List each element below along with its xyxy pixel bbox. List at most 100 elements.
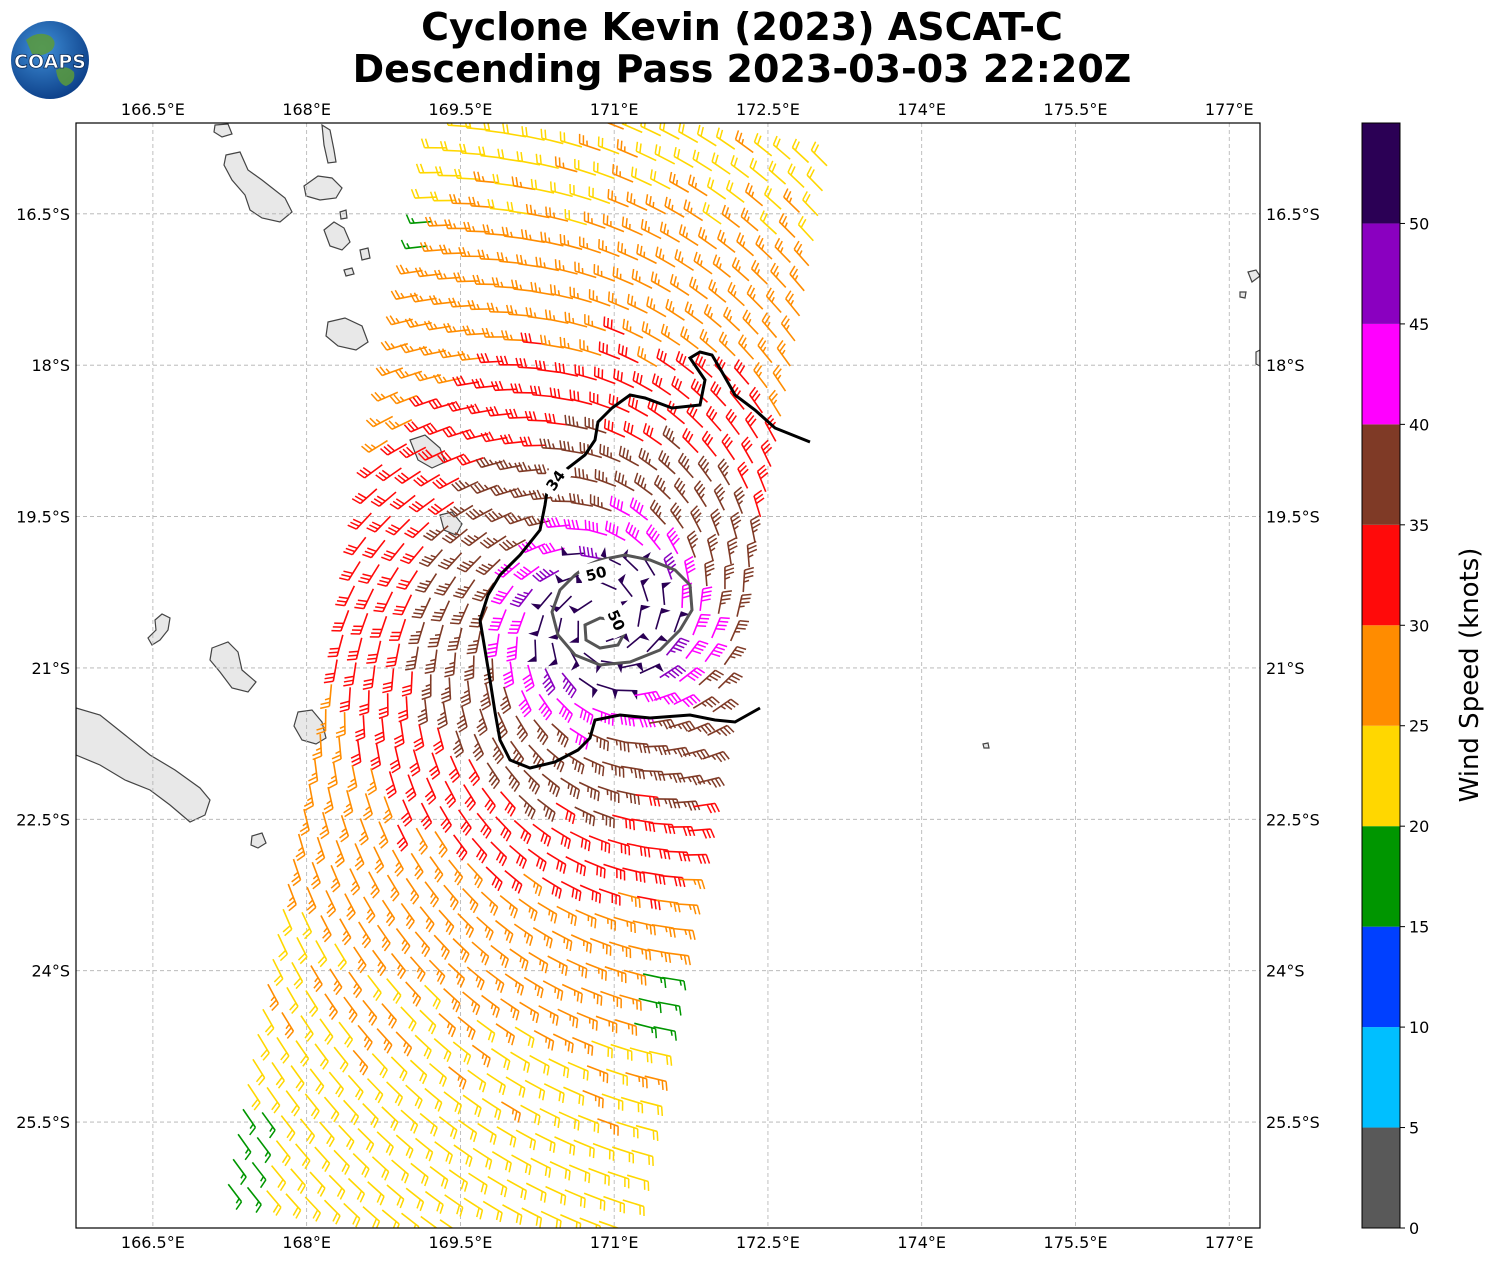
- lat-tick-label-left: 25.5°S: [16, 1113, 70, 1132]
- wind-barb: [673, 477, 689, 504]
- wind-barb: [419, 241, 447, 252]
- wind-barb: [362, 999, 378, 1026]
- wind-barb: [712, 698, 739, 713]
- wind-barb: [482, 1200, 503, 1223]
- wind-barb: [699, 328, 718, 353]
- wind-barb: [438, 1116, 458, 1140]
- wind-barb: [305, 990, 319, 1018]
- wind-barb: [395, 264, 423, 275]
- wind-barb: [522, 664, 535, 693]
- wind-barb: [509, 948, 529, 971]
- wind-barb: [385, 643, 401, 668]
- colorbar-tick-label: 0: [1409, 1219, 1419, 1238]
- wind-barb: [452, 730, 465, 758]
- wind-barb: [414, 267, 442, 278]
- wind-barb: [488, 609, 507, 631]
- wind-barb: [559, 440, 584, 455]
- wind-barb: [607, 838, 631, 856]
- wind-barb: [343, 789, 354, 818]
- wind-barb: [339, 561, 361, 581]
- wind-barb: [770, 262, 787, 289]
- wind-barb: [656, 348, 676, 371]
- wind-barb: [516, 151, 541, 166]
- wind-barb: [373, 591, 394, 613]
- wind-barb: [449, 603, 470, 625]
- lat-tick-label-right: 18°S: [1266, 356, 1305, 375]
- wind-barb: [588, 186, 611, 205]
- wind-barb: [810, 141, 828, 167]
- wind-barb: [373, 846, 385, 874]
- colorbar-bin: [1362, 926, 1400, 1028]
- wind-barb: [579, 884, 602, 904]
- wind-barb: [362, 539, 386, 559]
- colorbar-tick-label: 5: [1409, 1119, 1419, 1138]
- wind-barb: [423, 320, 451, 331]
- wind-barb: [506, 636, 518, 662]
- wind-barb: [538, 693, 553, 721]
- wind-barb: [485, 969, 505, 994]
- wind-barb: [600, 990, 622, 1009]
- wind-barb: [314, 1146, 331, 1173]
- coaps-logo: COAPS: [11, 21, 89, 99]
- wind-barb: [612, 164, 634, 183]
- wind-barb: [502, 661, 515, 689]
- wind-barb: [540, 128, 564, 145]
- wind-barb: [551, 723, 569, 748]
- wind-barb: [290, 1065, 305, 1092]
- wind-barb: [525, 307, 550, 321]
- wind-barb: [609, 941, 632, 959]
- wind-barb: [806, 166, 824, 192]
- wind-barb: [438, 909, 455, 936]
- wind-barb: [614, 470, 635, 492]
- wind-barb: [351, 488, 378, 505]
- contour-label-50-outer: 50: [577, 558, 615, 588]
- wind-barb: [366, 515, 392, 533]
- wind-barb: [354, 588, 375, 610]
- wind-barb: [500, 1101, 522, 1123]
- wind-barb: [286, 883, 297, 912]
- wind-barb: [787, 163, 805, 189]
- wind-barb: [711, 152, 731, 175]
- wind-barb: [418, 345, 446, 356]
- wind-barb: [616, 139, 638, 158]
- wind-barb: [440, 677, 452, 704]
- wind-barb: [621, 123, 643, 134]
- wind-barb: [750, 259, 768, 285]
- wind-barb: [628, 944, 652, 961]
- wind-barb: [612, 266, 634, 286]
- wind-barb: [529, 1054, 550, 1076]
- wind-barb: [271, 1062, 285, 1089]
- wind-barb: [635, 794, 661, 807]
- wind-barb: [315, 836, 326, 865]
- wind-barb: [352, 1049, 369, 1076]
- wind-barb: [462, 1094, 482, 1118]
- wind-barb: [617, 573, 633, 598]
- wind-barb: [408, 621, 426, 645]
- wind-barb: [369, 615, 388, 638]
- wind-barb: [678, 667, 706, 683]
- wind-barb: [567, 1061, 589, 1081]
- wind-barb: [452, 1041, 472, 1065]
- wind-barb: [499, 791, 516, 817]
- wind-barb: [560, 880, 582, 902]
- wind-barb: [511, 176, 536, 191]
- wind-barb: [460, 680, 472, 708]
- lat-tick-label-right: 19.5°S: [1266, 508, 1320, 527]
- wind-barb: [742, 566, 754, 593]
- island-coastline: [1239, 291, 1247, 299]
- map-plot-area: 34 50 50: [75, 122, 1261, 1229]
- wind-barb: [513, 565, 540, 581]
- wind-barb: [554, 1136, 576, 1156]
- wind-barb: [540, 1210, 562, 1228]
- wind-barb: [504, 765, 521, 792]
- wind-barb: [285, 1193, 302, 1219]
- wind-barb: [506, 1179, 528, 1201]
- wind-barb: [476, 1019, 496, 1043]
- wind-barb: [304, 1196, 322, 1222]
- wind-barb: [642, 973, 667, 989]
- wind-barb: [693, 480, 707, 508]
- wind-barb: [650, 271, 671, 293]
- wind-barb: [398, 446, 427, 459]
- wind-barb: [339, 918, 352, 946]
- wind-barb: [485, 406, 513, 417]
